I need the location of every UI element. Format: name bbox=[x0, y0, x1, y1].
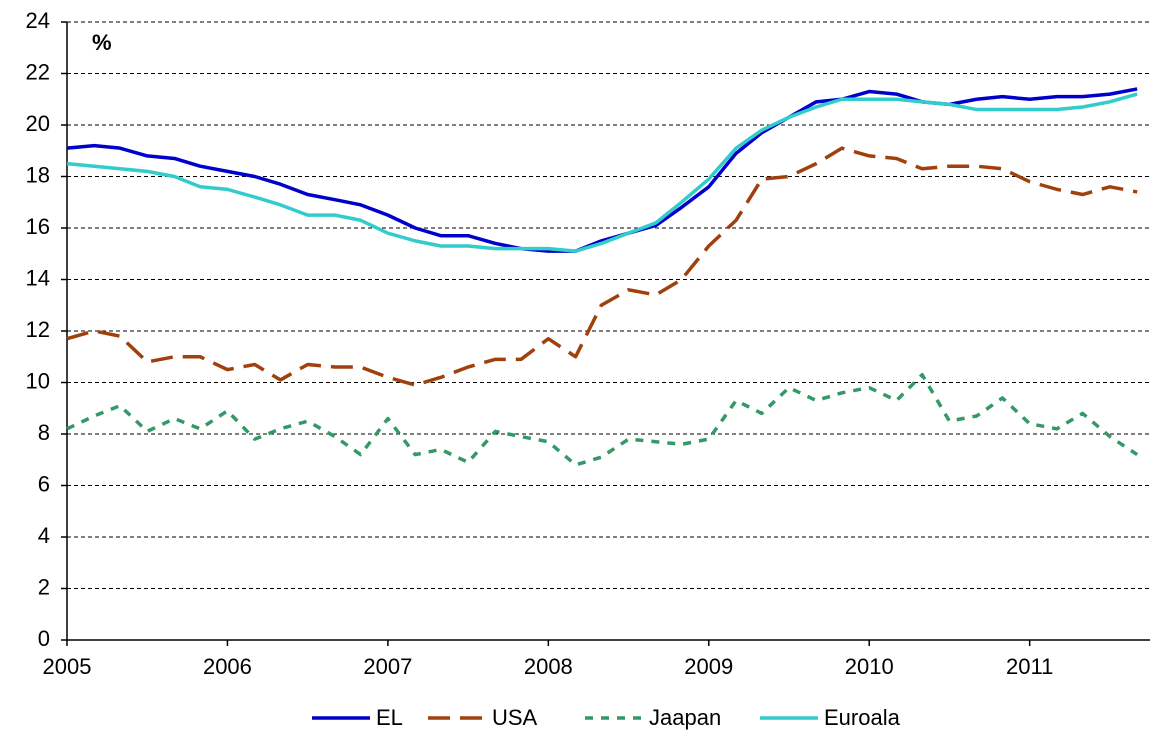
series-line bbox=[66, 92, 1138, 253]
legend-label: Euroala bbox=[824, 705, 901, 730]
y-tick-label: 24 bbox=[26, 8, 50, 33]
y-tick-label: 6 bbox=[38, 471, 50, 496]
x-tick-label: 2008 bbox=[524, 654, 573, 679]
y-tick-label: 14 bbox=[26, 265, 50, 290]
y-tick-label: 4 bbox=[38, 523, 50, 548]
series-line bbox=[66, 87, 1138, 253]
x-tick-label: 2010 bbox=[845, 654, 894, 679]
y-tick-label: 18 bbox=[26, 162, 50, 187]
y-tick-label: 16 bbox=[26, 214, 50, 239]
x-tick-label: 2005 bbox=[43, 654, 92, 679]
y-tick-label: 2 bbox=[38, 574, 50, 599]
x-tick-label: 2007 bbox=[363, 654, 412, 679]
x-tick-label: 2009 bbox=[684, 654, 733, 679]
y-tick-label: 0 bbox=[38, 626, 50, 651]
legend-label: USA bbox=[492, 705, 538, 730]
legend-label: Jaapan bbox=[649, 705, 721, 730]
x-tick-label: 2011 bbox=[1006, 654, 1053, 679]
unit-annotation: % bbox=[92, 30, 112, 55]
y-tick-label: 10 bbox=[26, 368, 50, 393]
y-tick-label: 22 bbox=[26, 59, 50, 84]
y-tick-label: 8 bbox=[38, 420, 50, 445]
x-tick-label: 2006 bbox=[203, 654, 252, 679]
y-tick-label: 20 bbox=[26, 111, 50, 136]
legend-label: EL bbox=[376, 705, 403, 730]
y-tick-label: 12 bbox=[26, 317, 50, 342]
series-line bbox=[66, 373, 1139, 467]
series-line bbox=[66, 146, 1138, 387]
